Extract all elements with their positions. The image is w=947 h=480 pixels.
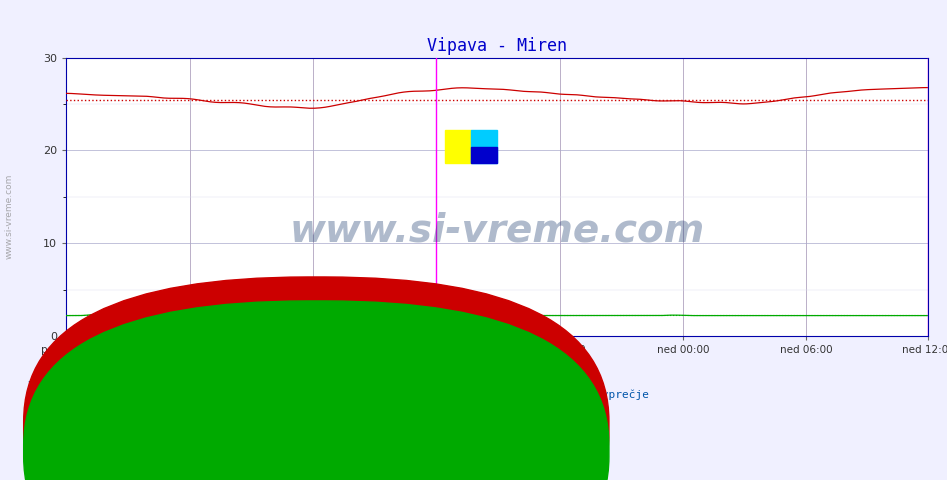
Text: pretok[m3/s]: pretok[m3/s] [333, 448, 408, 458]
Text: navpična črta - razdelek 24 ur: navpična črta - razdelek 24 ur [372, 414, 575, 424]
Text: www.si-vreme.com: www.si-vreme.com [5, 173, 14, 259]
Bar [445, 130, 472, 163]
Text: 2.2: 2.2 [28, 448, 47, 458]
Bar [472, 147, 497, 163]
Text: 25.4: 25.4 [161, 424, 186, 434]
Text: Vipava – Miren: Vipava – Miren [313, 405, 400, 415]
Text: 2.2: 2.2 [95, 448, 114, 458]
Text: 24.4: 24.4 [95, 424, 119, 434]
Text: povpr.:: povpr.: [161, 405, 205, 415]
Text: maks.:: maks.: [237, 405, 275, 415]
Bar [472, 130, 497, 163]
Text: temperatura[C]: temperatura[C] [333, 424, 420, 434]
Text: 27.0: 27.0 [237, 424, 261, 434]
Text: www.si-vreme.com: www.si-vreme.com [290, 211, 705, 249]
Text: min.:: min.: [95, 405, 126, 415]
Text: 2.3: 2.3 [161, 448, 180, 458]
Text: Slovenija / reke in morje.: Slovenija / reke in morje. [385, 342, 562, 352]
Text: 26.5: 26.5 [28, 424, 53, 434]
Text: ZGODOVINSKE IN TRENUTNE VREDNOSTI: ZGODOVINSKE IN TRENUTNE VREDNOSTI [28, 381, 251, 391]
Text: zadnja dva dni / 5 minut.: zadnja dva dni / 5 minut. [389, 366, 558, 376]
Text: Meritve: povprečne  Enote: metrične  Črta: povprečje: Meritve: povprečne Enote: metrične Črta:… [298, 388, 649, 400]
Title: Vipava - Miren: Vipava - Miren [427, 36, 567, 55]
Text: sedaj:: sedaj: [28, 405, 66, 415]
Text: 2.5: 2.5 [237, 448, 256, 458]
